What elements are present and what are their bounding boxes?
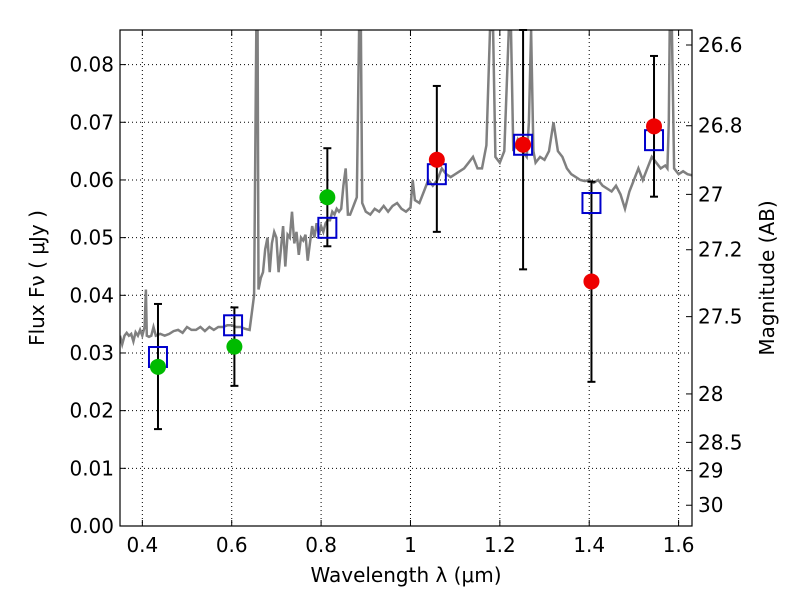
model-square-marker	[581, 192, 602, 215]
model-square-marker	[513, 133, 534, 156]
x-tick-label: 0.8	[305, 533, 337, 557]
y-tick-label: 0.00	[69, 514, 114, 538]
right-y-tick-label: 28	[698, 382, 723, 406]
right-y-tick-label: 30	[698, 493, 723, 517]
observed-point-marker	[428, 151, 445, 168]
right-y-tick-label: 26.6	[698, 33, 743, 57]
x-tick-label: 1.6	[663, 533, 695, 557]
model-square-marker	[223, 314, 244, 337]
observed-point-marker	[583, 273, 600, 290]
y-tick-label: 0.03	[69, 341, 114, 365]
plot-frame	[119, 29, 693, 527]
right-y-tick-label: 26.8	[698, 114, 743, 138]
y-tick-label: 0.04	[69, 283, 114, 307]
y-tick-label: 0.01	[69, 456, 114, 480]
spectrum-line	[120, 30, 692, 350]
observed-point-marker	[319, 189, 336, 206]
y-tick-label: 0.05	[69, 226, 114, 250]
right-y-axis-title: Magnitude (AB)	[755, 200, 779, 355]
y-tick-label: 0.02	[69, 399, 114, 423]
x-tick-label: 1.4	[573, 533, 605, 557]
observed-point-marker	[515, 136, 532, 153]
x-axis-ticks: 0.4 0.6 0.8 1 1.2 1.4 1.6	[126, 30, 695, 557]
right-y-tick-label: 27	[698, 182, 723, 206]
model-square-marker	[317, 216, 338, 239]
markers	[147, 118, 665, 375]
x-axis-title: Wavelength λ (μm)	[310, 563, 501, 587]
observed-point-marker	[646, 118, 663, 135]
x-tick-label: 0.6	[216, 533, 248, 557]
y-axis-title: Flux Fν ( μJy )	[25, 210, 49, 346]
y-tick-label: 0.07	[69, 110, 114, 134]
right-y-tick-label: 27.2	[698, 238, 743, 262]
right-axis-ticks: 26.6 26.8 27 27.2 27.5 28 28.5 29 30	[686, 33, 743, 517]
right-y-tick-label: 27.5	[698, 305, 743, 329]
y-axis-ticks: 0.00 0.01 0.02 0.03 0.04 0.05 0.06 0.07 0.08	[69, 53, 126, 538]
right-y-tick-label: 29	[698, 459, 723, 483]
x-tick-label: 0.4	[126, 533, 158, 557]
x-tick-label: 1.2	[484, 533, 516, 557]
observed-point-marker	[226, 338, 243, 355]
right-y-tick-label: 28.5	[698, 430, 743, 454]
grid	[120, 30, 692, 526]
x-tick-label: 1	[404, 533, 417, 557]
y-tick-label: 0.06	[69, 168, 114, 192]
y-tick-label: 0.08	[69, 53, 114, 77]
observed-point-marker	[149, 358, 166, 375]
